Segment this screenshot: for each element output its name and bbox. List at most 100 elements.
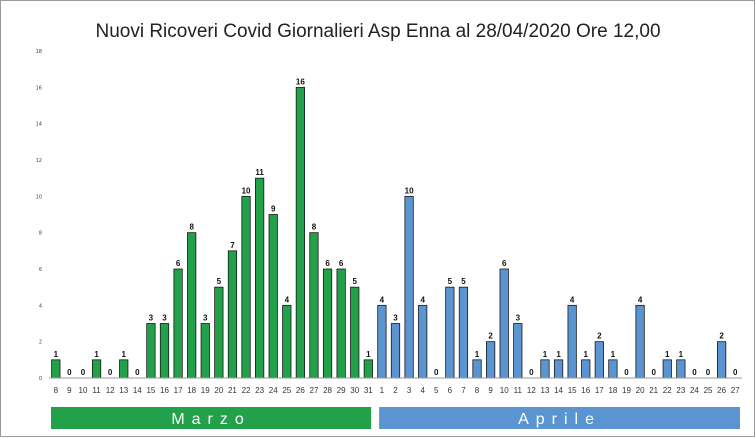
- x-tick-label: 19: [622, 386, 631, 395]
- data-label: 2: [597, 332, 602, 341]
- data-label: 10: [405, 186, 414, 195]
- data-label: 5: [448, 277, 453, 286]
- data-label: 6: [502, 259, 507, 268]
- y-tick-label: 14: [36, 122, 42, 128]
- data-label: 0: [67, 368, 72, 377]
- bar: [214, 286, 224, 379]
- y-tick-label: 10: [36, 194, 42, 200]
- data-label: 6: [325, 259, 330, 268]
- bar: [608, 359, 618, 379]
- bar: [553, 359, 564, 379]
- x-tick-label: 14: [133, 386, 142, 395]
- x-tick-label: 6: [448, 386, 453, 395]
- x-tick-label: 12: [527, 386, 536, 395]
- x-tick-label: 11: [514, 386, 523, 395]
- data-label: 0: [108, 368, 113, 377]
- data-label: 0: [651, 368, 656, 377]
- data-label: 1: [584, 350, 589, 359]
- data-label: 0: [135, 368, 140, 377]
- data-label: 8: [312, 223, 317, 232]
- month-bands: Marzo Aprile: [51, 407, 740, 429]
- data-label: 1: [543, 350, 548, 359]
- x-tick-label: 30: [350, 386, 359, 395]
- bar: [717, 341, 727, 379]
- x-tick-label: 16: [160, 386, 169, 395]
- bar: [173, 268, 183, 379]
- data-label: 0: [434, 368, 439, 377]
- x-tick-label: 24: [269, 386, 278, 395]
- data-label: 3: [393, 314, 398, 323]
- x-tick-label: 29: [337, 386, 346, 395]
- data-label: 4: [285, 295, 290, 304]
- bar: [350, 286, 360, 379]
- x-tick-label: 22: [663, 386, 672, 395]
- bar: [159, 323, 170, 379]
- data-label: 1: [475, 350, 480, 359]
- bar: [119, 359, 129, 379]
- x-tick-label: 3: [407, 386, 412, 395]
- bar: [445, 286, 455, 379]
- y-tick-label: 12: [36, 158, 42, 164]
- bar: [594, 341, 604, 379]
- y-axis: 0 2 4 6 8 10 12 14 16 18: [36, 49, 42, 382]
- month-band: [379, 407, 740, 429]
- x-tick-label: 9: [67, 386, 72, 395]
- x-tick-label: 18: [608, 386, 617, 395]
- bar: [241, 195, 251, 379]
- data-label: 1: [611, 350, 616, 359]
- data-label: 4: [570, 295, 575, 304]
- data-label: 1: [679, 350, 684, 359]
- data-label: 5: [217, 277, 222, 286]
- bar: [282, 304, 292, 379]
- x-tick-label: 21: [649, 386, 658, 395]
- x-tick-label: 31: [364, 386, 373, 395]
- month-band: [51, 407, 372, 429]
- x-tick-label: 1: [380, 386, 385, 395]
- data-label: 3: [203, 314, 208, 323]
- x-tick-label: 25: [282, 386, 291, 395]
- bar: [662, 359, 672, 379]
- x-tick-label: 27: [731, 386, 740, 395]
- data-label: 0: [529, 368, 534, 377]
- x-tick-label: 9: [488, 386, 493, 395]
- data-label: 3: [149, 314, 154, 323]
- x-tick-label: 20: [214, 386, 223, 395]
- x-tick-label: 25: [704, 386, 713, 395]
- data-label: 6: [176, 259, 181, 268]
- data-label: 0: [81, 368, 86, 377]
- x-tick-label: 5: [434, 386, 439, 395]
- bar: [268, 214, 278, 379]
- bar: [635, 304, 645, 379]
- data-label: 11: [255, 168, 264, 177]
- data-label: 4: [380, 295, 385, 304]
- data-label: 4: [638, 295, 643, 304]
- x-tick-label: 13: [541, 386, 550, 395]
- bar: [540, 359, 550, 379]
- bar: [513, 323, 523, 379]
- x-tick-label: 8: [475, 386, 480, 395]
- bar: [51, 359, 61, 379]
- x-tick-label: 21: [228, 386, 237, 395]
- data-label: 1: [366, 350, 371, 359]
- chart-title: Nuovi Ricoveri Covid Giornalieri Asp Enn…: [95, 21, 660, 42]
- data-label: 7: [230, 241, 235, 250]
- bar: [200, 323, 210, 379]
- y-tick-label: 6: [39, 267, 42, 273]
- data-label: 1: [122, 350, 127, 359]
- x-tick-label: 10: [79, 386, 88, 395]
- data-label: 1: [94, 350, 99, 359]
- data-label: 2: [719, 332, 724, 341]
- data-label: 1: [665, 350, 670, 359]
- x-tick-label: 19: [201, 386, 210, 395]
- bar: [458, 286, 469, 379]
- x-tick-label: 14: [554, 386, 563, 395]
- data-label: 2: [488, 332, 493, 341]
- data-label: 4: [420, 295, 425, 304]
- x-tick-label: 23: [676, 386, 685, 395]
- bar: [499, 268, 509, 379]
- data-label: 0: [692, 368, 697, 377]
- x-tick-label: 2: [393, 386, 398, 395]
- x-tick-label: 11: [92, 386, 101, 395]
